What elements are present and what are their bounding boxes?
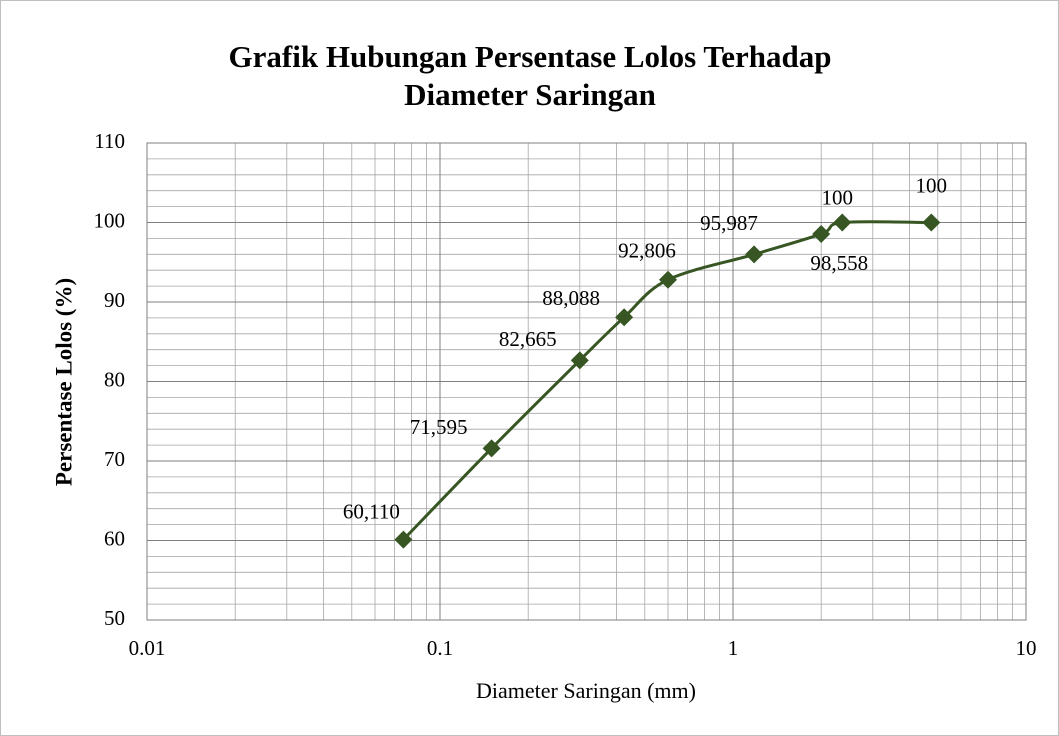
- y-tick-label: 50: [104, 606, 125, 630]
- data-point: [833, 213, 852, 232]
- data-point: [482, 439, 501, 458]
- y-tick-label: 80: [104, 367, 125, 391]
- data-point: [615, 308, 634, 327]
- data-label: 95,987: [700, 211, 758, 235]
- data-label: 100: [916, 173, 948, 197]
- data-point: [745, 245, 764, 264]
- y-tick-label: 90: [104, 288, 125, 312]
- data-label: 92,806: [618, 239, 676, 263]
- data-point: [812, 224, 831, 243]
- data-point: [570, 351, 589, 370]
- data-label: 82,665: [499, 327, 557, 351]
- data-point: [394, 530, 413, 549]
- data-point: [922, 213, 941, 232]
- chart-title: Grafik Hubungan Persentase Lolos Terhada…: [229, 39, 832, 74]
- data-label: 71,595: [410, 415, 468, 439]
- x-tick-label: 0.1: [427, 636, 453, 660]
- y-tick-label: 110: [94, 129, 125, 153]
- data-label: 98,558: [810, 251, 868, 275]
- x-tick-label: 10: [1016, 636, 1037, 660]
- x-axis-label: Diameter Saringan (mm): [476, 678, 696, 703]
- data-label: 100: [822, 185, 854, 209]
- chart-title: Diameter Saringan: [404, 77, 656, 112]
- y-tick-label: 100: [94, 208, 126, 232]
- x-tick-label: 0.01: [129, 636, 166, 660]
- data-point: [658, 270, 677, 289]
- x-tick-label: 1: [728, 636, 739, 660]
- y-axis-label: Persentase Lolos (%): [51, 278, 76, 486]
- data-label: 60,110: [343, 499, 400, 523]
- y-tick-label: 60: [104, 526, 125, 550]
- data-label: 88,088: [542, 286, 600, 310]
- plot-border: [146, 142, 1027, 621]
- y-tick-label: 70: [104, 447, 125, 471]
